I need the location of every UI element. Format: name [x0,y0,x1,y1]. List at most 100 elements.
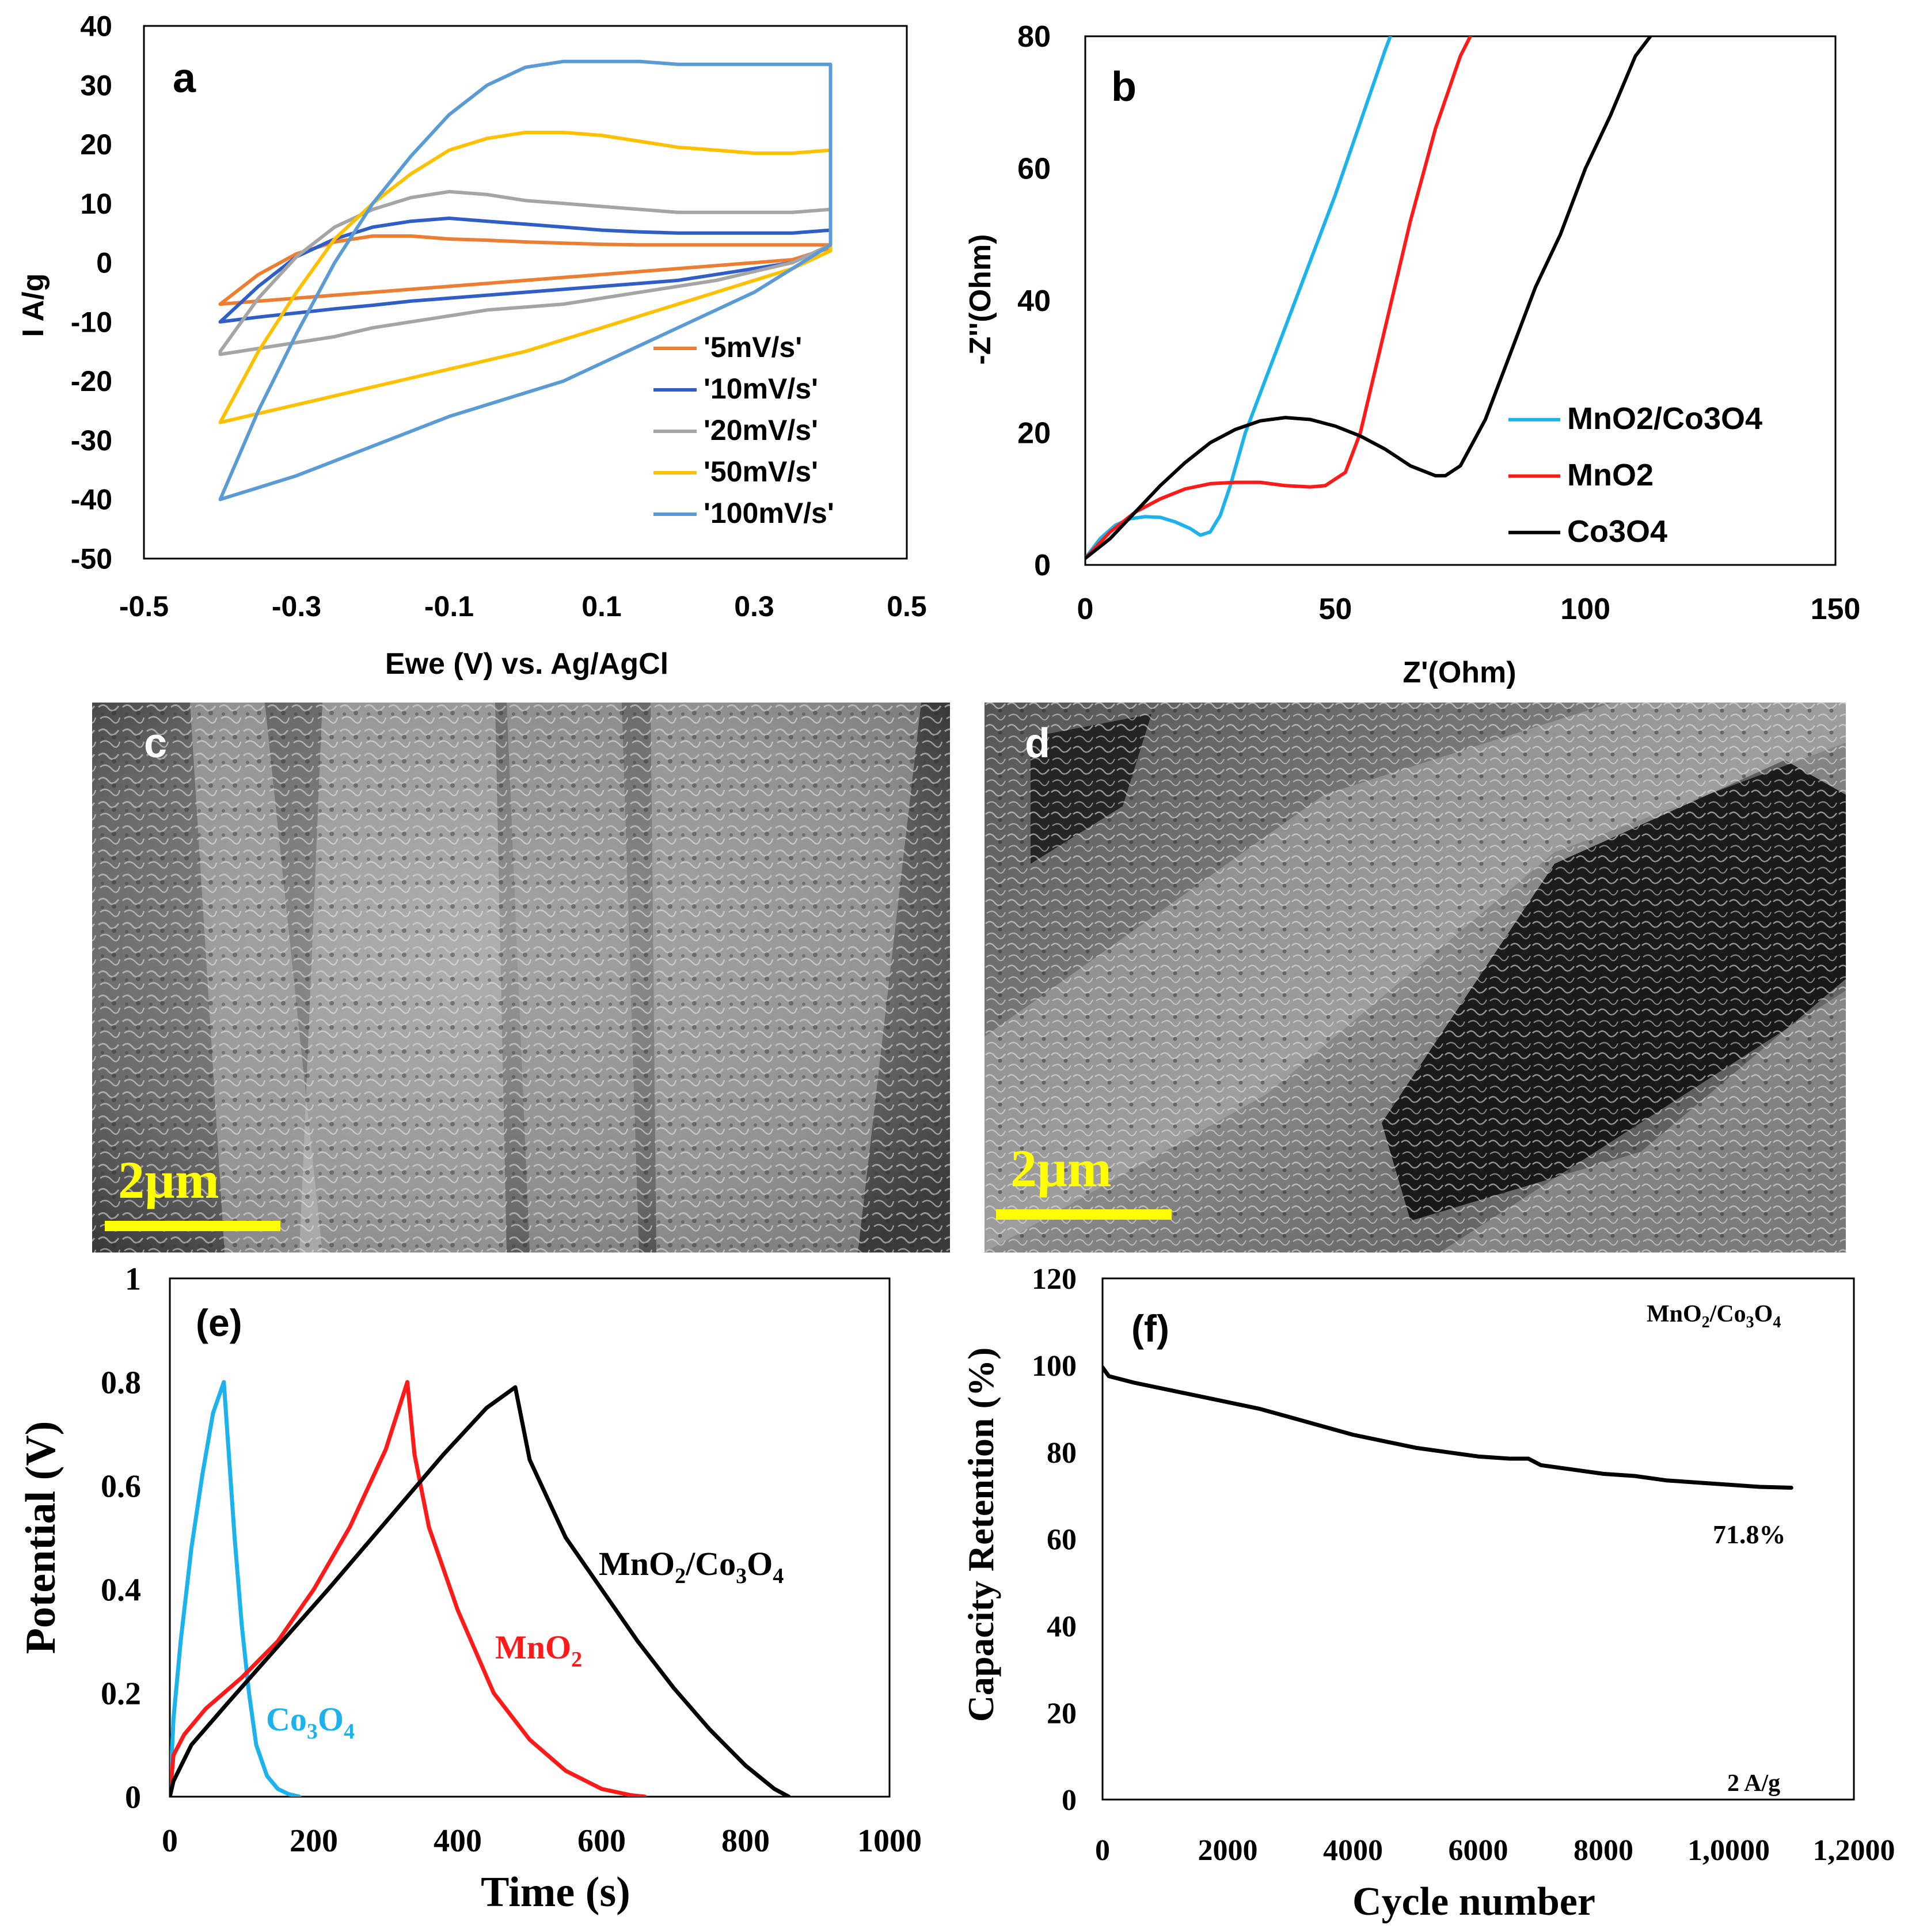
y-tick-label-f: 60 [1047,1524,1077,1557]
series-line-b-0 [1085,36,1392,560]
y-tick-label-b: 20 [1017,417,1051,450]
x-tick-label-a: -0.5 [119,590,169,623]
x-tick-label-a: -0.1 [424,590,474,623]
x-tick-label-a: 0.3 [734,590,774,623]
series-line-b-2 [1085,36,1652,560]
series-line-a-4 [218,59,833,502]
legend-label-b: MnO2 [1567,458,1654,492]
y-tick-label-a: -10 [71,306,112,338]
x-axis-label-f: Cycle number [1352,1880,1595,1924]
x-tick-label-e: 1000 [857,1823,922,1859]
series-line-f-0 [1103,1365,1793,1490]
y-tick-label-e: 0.2 [101,1676,141,1712]
x-tick-label-e: 800 [721,1823,770,1859]
annotation-retention: 71.8% [1713,1520,1786,1549]
sem-image-c: c 2µm [92,703,950,1252]
panel-label-a: a [173,55,196,101]
y-tick-label-b: 0 [1034,549,1051,582]
y-tick-label-f: 100 [1032,1350,1077,1383]
x-tick-label-f: 0 [1095,1834,1110,1867]
y-tick-label-f: 80 [1047,1437,1077,1470]
legend-label-a: '100mV/s' [704,497,834,529]
x-axis-label-b: Z'(Ohm) [1403,656,1516,689]
sem-image-d: d 2µm [985,703,1846,1252]
x-tick-label-a: -0.3 [272,590,321,623]
panel-label-c: c [144,720,167,766]
x-tick-label-f: 4000 [1323,1834,1383,1867]
y-tick-label-f: 40 [1047,1611,1077,1643]
y-tick-label-a: -40 [71,484,112,516]
x-tick-label-f: 1,0000 [1687,1834,1770,1867]
y-tick-label-a: -30 [71,424,112,457]
x-tick-label-a: 0.1 [581,590,622,623]
sem-texture [985,703,1846,1252]
y-tick-label-e: 0.4 [101,1573,141,1608]
x-axis-label-e: Time (s) [481,1869,630,1916]
y-axis-label-b: -Z''(Ohm) [964,234,997,365]
x-tick-label-b: 100 [1560,593,1610,626]
y-tick-label-e: 0.6 [101,1469,141,1505]
series-line-e-1 [170,1380,647,1797]
panel-a: 40 30 20 10 0 -10 -20 -30 -40 -50 -0.5 -0.3 -0.1 0.1… [17,10,927,681]
y-axis-label-e: Potential (V) [17,1421,64,1654]
x-tick-label-b: 50 [1318,593,1352,626]
x-tick-label-f: 2000 [1198,1834,1258,1867]
y-tick-label-e: 0 [125,1780,141,1816]
y-tick-label-a: 10 [80,188,112,220]
x-tick-label-b: 150 [1811,593,1861,626]
sem-texture [92,703,950,1252]
y-tick-label-b: 60 [1017,153,1051,186]
legend-label-b: MnO2/Co3O4 [1567,401,1762,436]
y-tick-label-a: -50 [71,543,112,575]
series-line-e-0 [170,1380,302,1797]
x-tick-label-e: 600 [577,1823,626,1859]
y-tick-label-b: 40 [1017,284,1051,318]
panel-label-f: (f) [1131,1307,1169,1350]
annotation-mno2-co3o4: MnO2/Co3O4 [599,1545,784,1588]
x-tick-label-f: 6000 [1449,1834,1508,1867]
legend-label-a: '10mV/s' [704,373,818,405]
y-axis-label-a: I A/g [17,274,50,337]
scale-bar-label-d: 2µm [1010,1139,1112,1198]
y-tick-label-a: 30 [80,69,112,101]
legend-label-a: '20mV/s' [704,414,818,446]
y-tick-label-f: 120 [1032,1263,1077,1296]
scale-bar-label-c: 2µm [118,1151,219,1209]
legend-label-a: '5mV/s' [704,331,802,363]
y-tick-label-a: 0 [96,247,112,279]
x-tick-label-e: 200 [290,1823,338,1859]
legend-label-b: Co3O4 [1567,514,1667,549]
panel-e: 0 0.2 0.4 0.6 0.8 1 0 200 400 600 800 1000 (e) Tim… [17,1262,922,1916]
scale-bar-d [996,1209,1172,1220]
series-line-e-2 [170,1385,791,1797]
plot-frame-f [1101,1277,1855,1801]
series-line-b-1 [1085,36,1472,560]
scale-bar-c [105,1221,280,1231]
legend-label-a: '50mV/s' [704,456,818,488]
plot-frame-e [169,1277,891,1798]
annotation-current: 2 A/g [1727,1770,1780,1797]
panel-label-e: (e) [196,1301,242,1344]
y-tick-label-a: 20 [80,128,112,161]
y-tick-label-e: 1 [125,1262,141,1297]
x-axis-label-a: Ewe (V) vs. Ag/AgCl [385,647,668,681]
y-tick-label-a: 40 [80,10,112,43]
annotation-mno2: MnO2 [495,1629,582,1672]
y-axis-label-f: Capacity Retention (%) [960,1348,1001,1722]
y-tick-label-f: 20 [1047,1697,1077,1730]
panel-f: 0 20 40 60 80 100 120 0 2000 4000 6000 8000 1,0000 1… [960,1263,1895,1924]
x-tick-label-e: 400 [434,1823,482,1859]
panel-label-b: b [1111,64,1137,110]
x-tick-label-b: 0 [1077,593,1094,626]
x-tick-label-e: 0 [162,1823,178,1859]
panel-label-d: d [1025,720,1050,766]
plot-frame-b [1084,35,1837,566]
annotation-sample: MnO2/Co3O4 [1647,1301,1781,1331]
y-tick-label-f: 0 [1062,1784,1077,1817]
y-tick-label-b: 80 [1017,20,1051,54]
x-tick-label-a: 0.5 [887,590,927,623]
y-tick-label-a: -20 [71,365,112,397]
y-tick-label-e: 0.8 [101,1365,141,1401]
